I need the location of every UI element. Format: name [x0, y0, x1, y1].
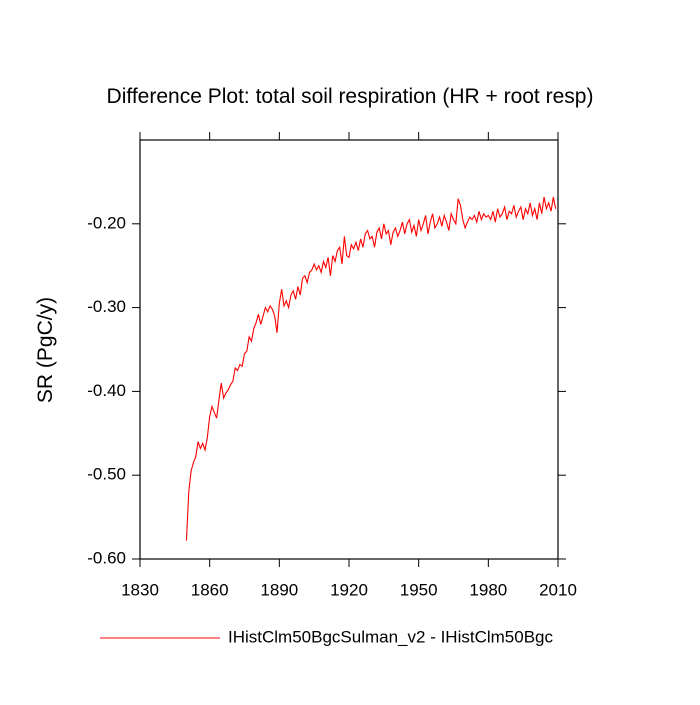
- y-tick-label: -0.60: [87, 548, 126, 567]
- data-line: [185, 196, 557, 541]
- y-tick-label: -0.20: [87, 213, 126, 232]
- legend-label: IHistClm50BgcSulman_v2 - IHistClm50Bgc: [228, 627, 553, 646]
- x-tick-label: 1920: [330, 580, 368, 599]
- y-tick-label: -0.30: [87, 297, 126, 316]
- chart-title: Difference Plot: total soil respiration …: [107, 85, 594, 108]
- y-axis-label: SR (PgC/y): [34, 297, 57, 403]
- y-tick-label: -0.40: [87, 381, 126, 400]
- x-tick-label: 1980: [469, 580, 507, 599]
- x-tick-label: 1830: [121, 580, 159, 599]
- plot-frame: [139, 139, 559, 560]
- x-tick-label: 1950: [400, 580, 438, 599]
- x-tick-label: 1860: [191, 580, 229, 599]
- x-tick-label: 2010: [539, 580, 577, 599]
- x-tick-label: 1890: [260, 580, 298, 599]
- y-tick-label: -0.50: [87, 465, 126, 484]
